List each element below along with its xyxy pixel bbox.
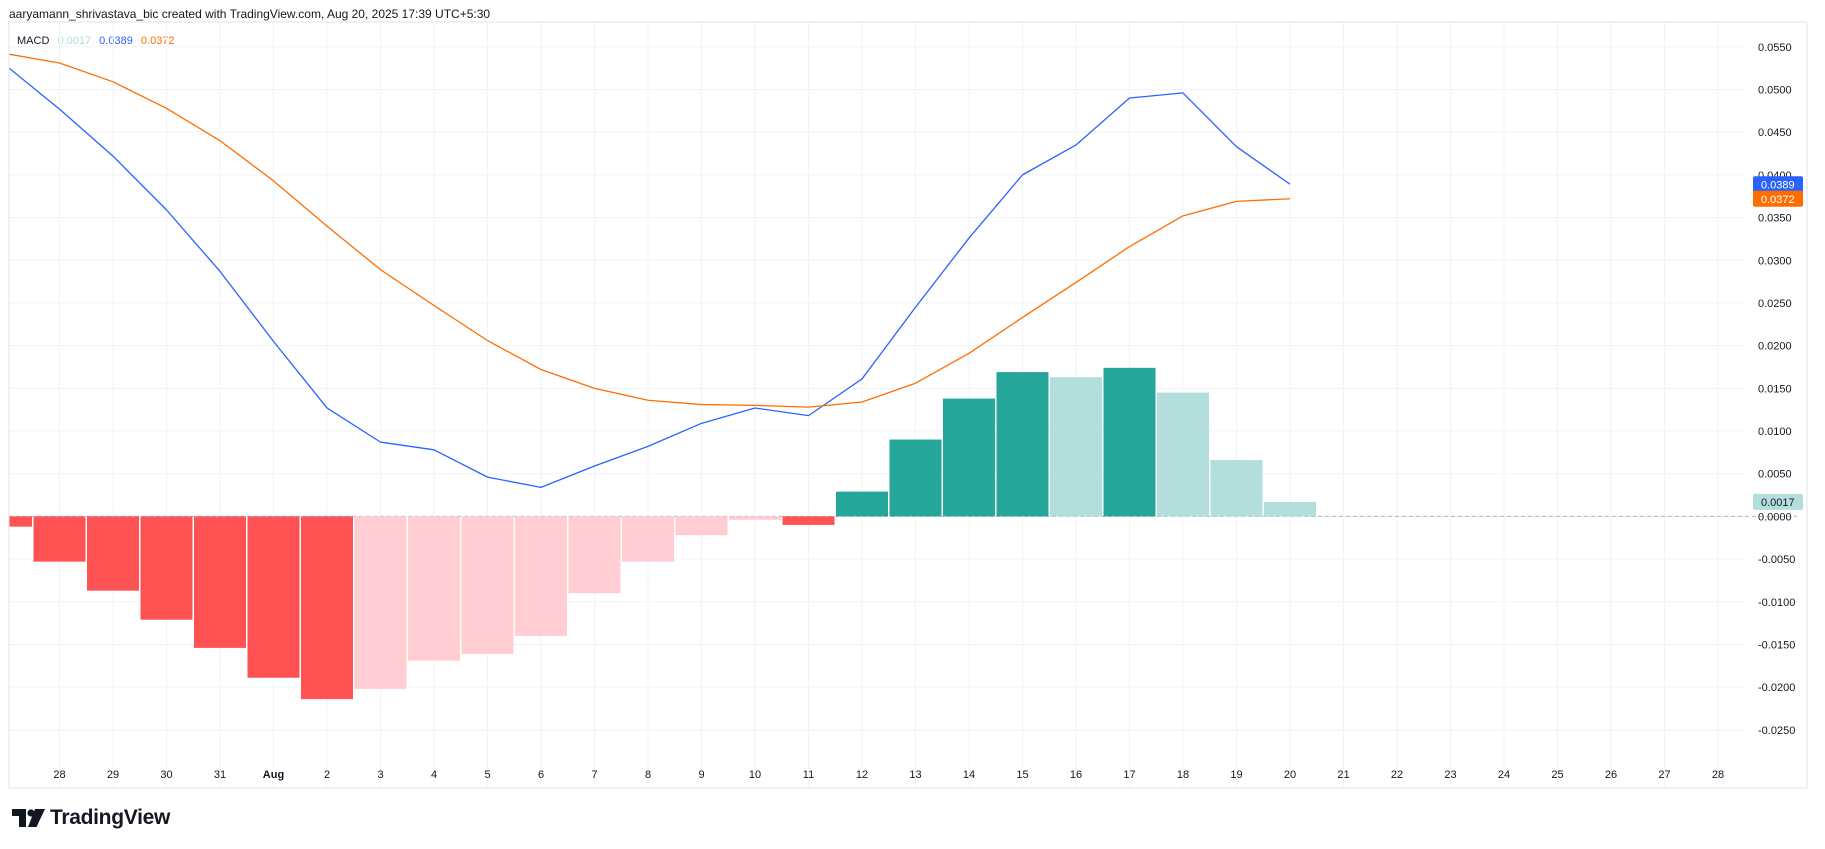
- y-tick-label: -0.0250: [1758, 725, 1795, 737]
- tradingview-logo-icon: [12, 809, 45, 827]
- y-tick-label: 0.0150: [1758, 383, 1792, 395]
- legend-macd-value: 0.0389: [99, 35, 133, 47]
- y-tick-label: 0.0500: [1758, 84, 1792, 96]
- y-tick-label: 0.0000: [1758, 511, 1792, 523]
- x-tick-label: 30: [160, 769, 172, 781]
- y-tick-label: 0.0350: [1758, 213, 1792, 225]
- x-tick-label: 11: [803, 769, 814, 781]
- x-tick-label: 14: [963, 769, 975, 781]
- tradingview-logo-text: TradingView: [50, 806, 171, 829]
- y-tick-label: 0.0050: [1758, 469, 1792, 481]
- histogram-bar: [515, 516, 567, 636]
- x-tick-label: 12: [856, 769, 868, 781]
- x-tick-label: 13: [909, 769, 921, 781]
- y-tick-label: -0.0050: [1758, 554, 1795, 566]
- price-label-box: [1753, 190, 1803, 207]
- x-tick-label: 2: [324, 769, 330, 781]
- x-tick-label: 29: [107, 769, 119, 781]
- histogram-bar: [1264, 501, 1316, 517]
- x-tick-label: 8: [645, 769, 651, 781]
- histogram-bar: [996, 372, 1049, 517]
- histogram-bar: [943, 398, 995, 517]
- x-tick-label: 27: [1658, 769, 1670, 781]
- histogram-bar: [622, 516, 674, 562]
- x-tick-label: 23: [1444, 769, 1456, 781]
- price-label-text: 0.0017: [1761, 497, 1795, 509]
- histogram-bar: [354, 516, 407, 689]
- x-tick-label: 28: [1712, 769, 1724, 781]
- x-tick-label: 20: [1284, 769, 1296, 781]
- histogram-bar: [1157, 392, 1209, 517]
- macd-legend[interactable]: MACD 0.0017 0.0389 0.0372: [17, 35, 180, 47]
- histogram-bar: [247, 516, 300, 678]
- y-tick-label: 0.0250: [1758, 298, 1792, 310]
- histogram-bar: [1050, 377, 1102, 517]
- histogram-bar: [461, 516, 514, 654]
- y-tick-label: -0.0150: [1758, 639, 1795, 651]
- y-tick-label: 0.0200: [1758, 341, 1792, 353]
- legend-histogram-value: 0.0017: [57, 35, 92, 47]
- x-tick-label: 18: [1177, 769, 1189, 781]
- price-label-text: 0.0389: [1761, 179, 1795, 191]
- histogram-bar: [836, 491, 888, 517]
- histogram-bar: [301, 516, 353, 700]
- x-tick-label: 5: [484, 769, 490, 781]
- x-tick-label: 4: [431, 769, 437, 781]
- histogram-bar: [9, 516, 32, 527]
- tradingview-logo[interactable]: TradingView: [12, 806, 170, 830]
- y-tick-label: -0.0100: [1758, 597, 1795, 609]
- x-tick-label: 16: [1070, 769, 1082, 781]
- histogram-bar: [140, 516, 193, 620]
- signal-line: [9, 53, 1291, 408]
- price-labels: 0.0389 0.0372 0.0017: [1753, 176, 1803, 510]
- x-tick-label: 10: [749, 769, 761, 781]
- x-tick-label: 17: [1123, 769, 1135, 781]
- indicator-lines: [9, 53, 1291, 489]
- axes: 0.05500.05000.04500.04000.03500.03000.02…: [8, 21, 1808, 789]
- x-tick-label: 22: [1391, 769, 1403, 781]
- histogram-bar: [782, 516, 835, 525]
- macd-line: [9, 67, 1291, 489]
- x-tick-label: 7: [591, 769, 597, 781]
- x-tick-label: 28: [53, 769, 65, 781]
- y-tick-label: -0.0200: [1758, 682, 1795, 694]
- x-tick-label: 24: [1498, 769, 1510, 781]
- histogram-bar: [675, 516, 728, 536]
- y-tick-label: 0.0550: [1758, 42, 1792, 54]
- histogram-bar: [729, 516, 781, 520]
- histogram-bar: [194, 516, 246, 648]
- histogram-bar: [87, 516, 139, 591]
- histogram-bar: [408, 516, 460, 661]
- x-tick-label: 26: [1605, 769, 1617, 781]
- x-tick-label: 31: [214, 769, 226, 781]
- x-tick-label: 9: [698, 769, 704, 781]
- histogram-bar: [1103, 367, 1156, 517]
- x-tick-label: 15: [1016, 769, 1028, 781]
- x-tick-label: 3: [377, 769, 383, 781]
- chart-caption: aaryamann_shrivastava_bic created with T…: [9, 7, 491, 21]
- x-tick-label: Aug: [263, 769, 284, 781]
- legend-indicator-name: MACD: [17, 35, 50, 47]
- x-tick-label: 21: [1337, 769, 1349, 781]
- histogram-bars: [9, 367, 1316, 700]
- macd-chart[interactable]: 0.05500.05000.04500.04000.03500.03000.02…: [0, 0, 1825, 800]
- x-tick-label: 25: [1551, 769, 1563, 781]
- price-label-text: 0.0372: [1761, 194, 1795, 206]
- histogram-bar: [1210, 460, 1263, 517]
- x-tick-label: 6: [538, 769, 544, 781]
- price-label-box: [1753, 176, 1803, 193]
- y-tick-label: 0.0300: [1758, 255, 1792, 267]
- y-tick-label: 0.0100: [1758, 426, 1792, 438]
- price-label-box: [1753, 493, 1803, 510]
- y-tick-label: 0.0450: [1758, 127, 1792, 139]
- histogram-bar: [33, 516, 86, 562]
- histogram-bar: [568, 516, 621, 594]
- histogram-bar: [889, 439, 942, 517]
- x-tick-label: 19: [1230, 769, 1242, 781]
